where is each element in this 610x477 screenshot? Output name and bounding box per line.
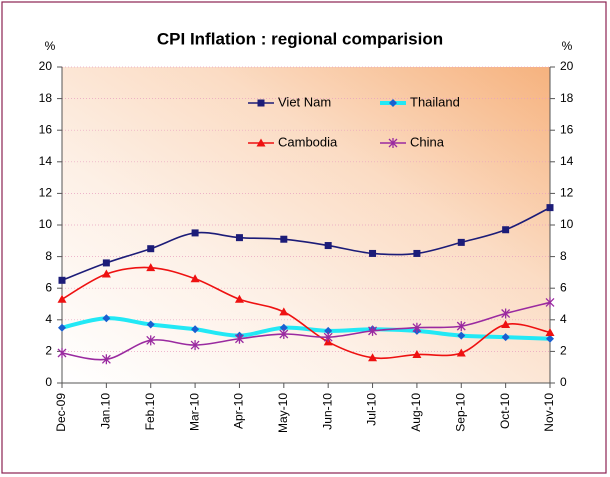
marker [279, 323, 288, 332]
marker [58, 276, 66, 284]
legend-label: China [410, 134, 445, 149]
series-line [61, 301, 551, 361]
y2-tick-label: 0 [560, 375, 567, 389]
marker [279, 307, 289, 316]
marker [456, 321, 466, 332]
y-tick-label: 18 [39, 91, 53, 105]
marker [545, 297, 555, 308]
x-tick-label: Jun-10 [320, 393, 334, 430]
marker [257, 99, 265, 107]
marker [102, 259, 110, 267]
marker [324, 242, 332, 250]
marker [235, 234, 243, 242]
marker [368, 353, 378, 362]
y-tick-label: 12 [39, 186, 53, 200]
marker [58, 323, 66, 332]
marker [191, 229, 199, 237]
marker [413, 249, 421, 257]
marker [369, 249, 377, 257]
marker [57, 347, 67, 358]
marker [412, 322, 422, 333]
marker [545, 327, 555, 336]
series-line [61, 206, 551, 282]
marker [101, 354, 111, 365]
y2-tick-label: 14 [560, 154, 574, 168]
y2-tick-label: 2 [560, 344, 567, 358]
y-tick-label: 10 [39, 217, 53, 231]
y2-tick-label: 4 [560, 312, 567, 326]
marker [546, 204, 554, 212]
marker [546, 334, 554, 343]
y2-tick-label: 12 [560, 186, 574, 200]
y-tick-label: 16 [39, 122, 53, 136]
x-tick-label: Jan.10 [99, 393, 113, 429]
y2-tick-label: 6 [560, 280, 567, 294]
series-line [61, 266, 551, 360]
marker [147, 245, 155, 253]
y-tick-label: 20 [39, 59, 53, 73]
marker [146, 320, 155, 329]
marker [57, 294, 67, 303]
marker [279, 329, 289, 340]
x-tick-label: Jul-10 [365, 393, 379, 426]
x-tick-label: Apr-10 [232, 393, 246, 429]
y2-axis-label: % [562, 39, 573, 53]
marker [234, 333, 244, 344]
y2-tick-label: 10 [560, 217, 574, 231]
marker [323, 332, 333, 343]
legend-label: Viet Nam [278, 94, 331, 109]
y-tick-label: 4 [45, 312, 52, 326]
marker [368, 325, 378, 336]
marker [146, 335, 156, 346]
marker [389, 99, 397, 107]
x-tick-label: Aug-10 [409, 393, 423, 432]
legend-label: Cambodia [278, 134, 338, 149]
x-tick-label: Dec-09 [54, 393, 68, 432]
marker [102, 314, 111, 323]
y2-tick-label: 18 [560, 91, 574, 105]
legend-label: Thailand [410, 94, 460, 109]
x-tick-label: May-10 [276, 393, 290, 433]
marker [502, 226, 510, 234]
marker [191, 325, 200, 334]
marker [256, 138, 266, 147]
y2-tick-label: 16 [560, 122, 574, 136]
marker [456, 348, 466, 357]
y2-tick-label: 20 [560, 59, 574, 73]
marker [412, 350, 422, 359]
marker [457, 238, 465, 246]
chart-title: CPI Inflation : regional comparision [157, 29, 443, 48]
x-tick-label: Oct-10 [498, 393, 512, 429]
marker [190, 274, 200, 283]
marker [501, 308, 511, 319]
marker [457, 331, 466, 340]
marker [190, 340, 200, 351]
marker [388, 138, 398, 148]
x-tick-label: Sep-10 [453, 393, 467, 432]
marker [101, 269, 111, 278]
x-tick-label: Mar-10 [187, 393, 201, 431]
y2-tick-label: 8 [560, 249, 567, 263]
x-tick-label: Feb.10 [143, 393, 157, 431]
y-tick-label: 8 [45, 249, 52, 263]
marker [234, 294, 244, 303]
marker [501, 320, 511, 329]
y-tick-label: 14 [39, 154, 53, 168]
marker [146, 263, 156, 272]
marker [280, 235, 288, 243]
y-tick-label: 2 [45, 344, 52, 358]
y-axis-label: % [45, 39, 56, 53]
x-tick-label: Nov-10 [542, 393, 556, 432]
y-tick-label: 6 [45, 280, 52, 294]
y-tick-label: 0 [45, 375, 52, 389]
marker [324, 326, 333, 335]
marker [501, 333, 510, 342]
